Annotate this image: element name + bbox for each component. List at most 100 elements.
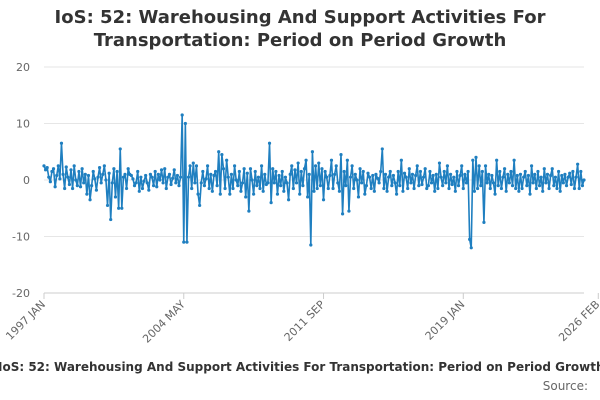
data-point xyxy=(555,186,559,191)
data-point xyxy=(483,164,488,168)
data-point xyxy=(263,172,267,176)
data-point xyxy=(550,167,554,171)
data-point xyxy=(69,168,73,172)
data-point xyxy=(272,181,276,185)
data-point xyxy=(528,192,532,196)
data-point xyxy=(301,184,305,188)
data-point xyxy=(361,169,365,174)
data-point xyxy=(401,189,405,193)
series-line xyxy=(43,114,585,249)
data-point xyxy=(337,189,342,193)
data-point xyxy=(534,186,538,191)
data-point xyxy=(479,184,483,188)
data-point xyxy=(363,192,367,196)
data-point xyxy=(61,172,65,176)
data-point xyxy=(393,181,397,185)
data-point xyxy=(328,173,332,178)
x-tick-label: 2019 JAN xyxy=(423,298,468,343)
data-point xyxy=(245,171,249,175)
data-point xyxy=(58,177,62,181)
data-point xyxy=(344,184,348,188)
data-point xyxy=(520,186,524,191)
data-point xyxy=(59,141,64,145)
data-point xyxy=(91,169,95,174)
data-point xyxy=(63,186,67,191)
data-point xyxy=(291,186,295,191)
data-point xyxy=(556,169,561,174)
x-tick-label: 1997 JAN xyxy=(3,298,48,343)
data-point xyxy=(102,164,106,168)
data-point xyxy=(426,184,430,188)
data-point xyxy=(231,186,235,191)
data-point xyxy=(150,175,154,179)
data-point xyxy=(171,176,175,180)
data-point xyxy=(561,181,565,185)
data-point xyxy=(121,175,126,179)
data-point xyxy=(201,169,205,174)
x-tick-label: 2026 FEB xyxy=(556,298,600,344)
data-point xyxy=(283,175,288,179)
data-point xyxy=(240,181,245,185)
data-point xyxy=(447,186,451,191)
source-label: Source: xyxy=(542,379,588,393)
data-point xyxy=(369,186,373,191)
data-point xyxy=(174,181,178,185)
data-point xyxy=(371,173,375,178)
data-point xyxy=(536,169,540,174)
data-point xyxy=(568,171,572,175)
data-point xyxy=(204,177,208,181)
data-point xyxy=(544,181,548,185)
data-point xyxy=(115,169,119,174)
data-point xyxy=(94,188,99,192)
data-point xyxy=(533,172,537,176)
data-point xyxy=(153,169,157,174)
data-point xyxy=(477,164,481,168)
data-point xyxy=(517,189,521,193)
data-point xyxy=(456,184,461,188)
data-point xyxy=(342,169,346,174)
data-point xyxy=(474,155,478,159)
data-point xyxy=(159,168,164,172)
data-point xyxy=(217,150,221,154)
data-point xyxy=(336,181,340,185)
data-point xyxy=(388,169,392,174)
data-point xyxy=(399,158,403,162)
data-point xyxy=(496,184,500,188)
data-point xyxy=(366,171,370,175)
data-point xyxy=(42,164,46,168)
data-point xyxy=(455,169,459,174)
data-point xyxy=(310,150,315,154)
data-point xyxy=(364,184,369,188)
data-point xyxy=(274,169,278,174)
data-point xyxy=(317,161,321,165)
data-point xyxy=(66,175,70,179)
data-point xyxy=(461,186,465,191)
data-point xyxy=(72,164,76,168)
data-point xyxy=(113,195,118,199)
data-point xyxy=(188,164,192,168)
data-point xyxy=(239,189,243,193)
data-point xyxy=(96,175,100,179)
data-point xyxy=(190,186,194,191)
y-tick-label: -10 xyxy=(12,231,30,244)
data-point xyxy=(320,167,324,171)
data-point xyxy=(507,181,511,185)
data-point xyxy=(226,175,230,179)
data-point xyxy=(136,169,140,174)
data-point xyxy=(129,173,133,178)
data-point xyxy=(252,192,256,196)
data-point xyxy=(495,158,499,162)
data-point xyxy=(93,177,97,181)
data-point xyxy=(382,186,386,191)
data-point xyxy=(450,182,454,187)
data-point xyxy=(107,171,111,175)
data-point xyxy=(290,164,294,168)
footer-title: IoS: 52: Warehousing And Support Activit… xyxy=(0,360,600,374)
data-point xyxy=(372,189,376,193)
data-point xyxy=(207,186,211,191)
data-point xyxy=(563,172,567,176)
data-point xyxy=(340,212,345,216)
data-point xyxy=(50,169,54,174)
data-point xyxy=(421,175,426,179)
